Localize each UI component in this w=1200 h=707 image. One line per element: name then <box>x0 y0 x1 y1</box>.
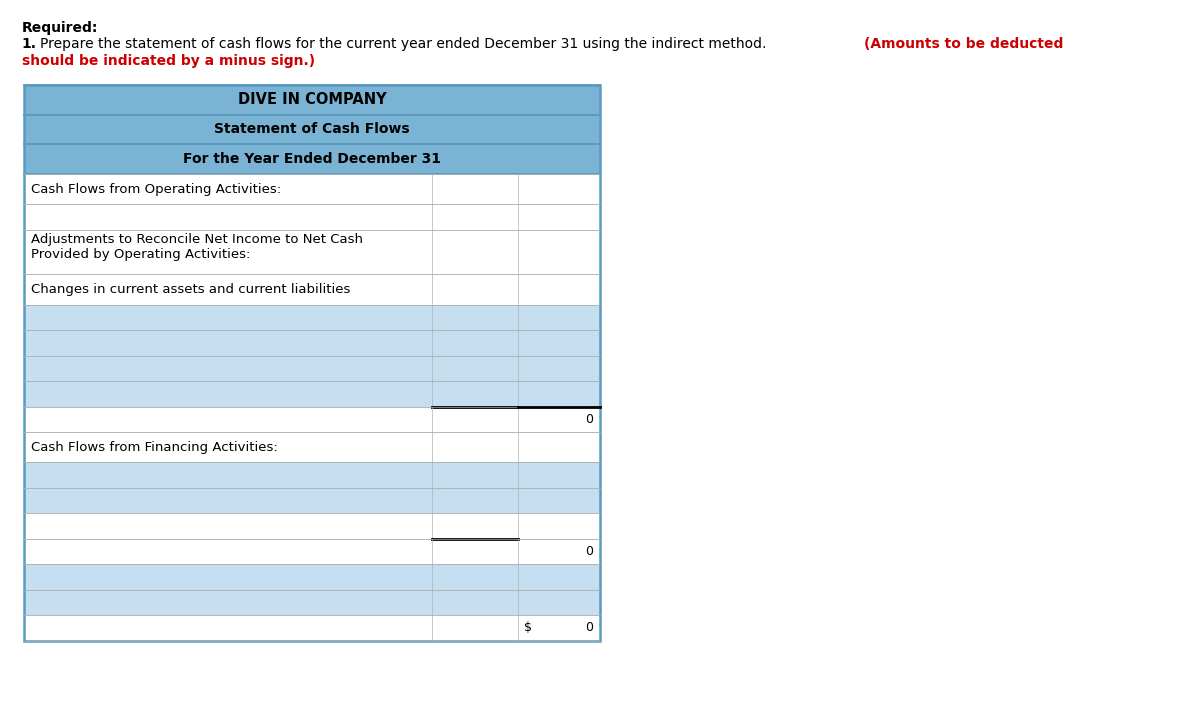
Text: Cash Flows from Operating Activities:: Cash Flows from Operating Activities: <box>31 182 281 196</box>
Text: Changes in current assets and current liabilities: Changes in current assets and current li… <box>31 283 350 296</box>
Text: 0: 0 <box>584 413 593 426</box>
Text: 0: 0 <box>584 545 593 558</box>
Text: Required:: Required: <box>22 21 98 35</box>
Text: Statement of Cash Flows: Statement of Cash Flows <box>214 122 410 136</box>
Text: $: $ <box>524 621 533 634</box>
Text: DIVE IN COMPANY: DIVE IN COMPANY <box>238 92 386 107</box>
Text: Prepare the statement of cash flows for the current year ended December 31 using: Prepare the statement of cash flows for … <box>40 37 766 51</box>
Text: 0: 0 <box>584 621 593 634</box>
Text: Adjustments to Reconcile Net Income to Net Cash
Provided by Operating Activities: Adjustments to Reconcile Net Income to N… <box>31 233 364 261</box>
Text: Cash Flows from Financing Activities:: Cash Flows from Financing Activities: <box>31 440 278 454</box>
Text: 1.: 1. <box>22 37 36 51</box>
Text: For the Year Ended December 31: For the Year Ended December 31 <box>182 152 442 166</box>
Text: should be indicated by a minus sign.): should be indicated by a minus sign.) <box>22 54 314 68</box>
Text: (Amounts to be deducted: (Amounts to be deducted <box>864 37 1063 51</box>
